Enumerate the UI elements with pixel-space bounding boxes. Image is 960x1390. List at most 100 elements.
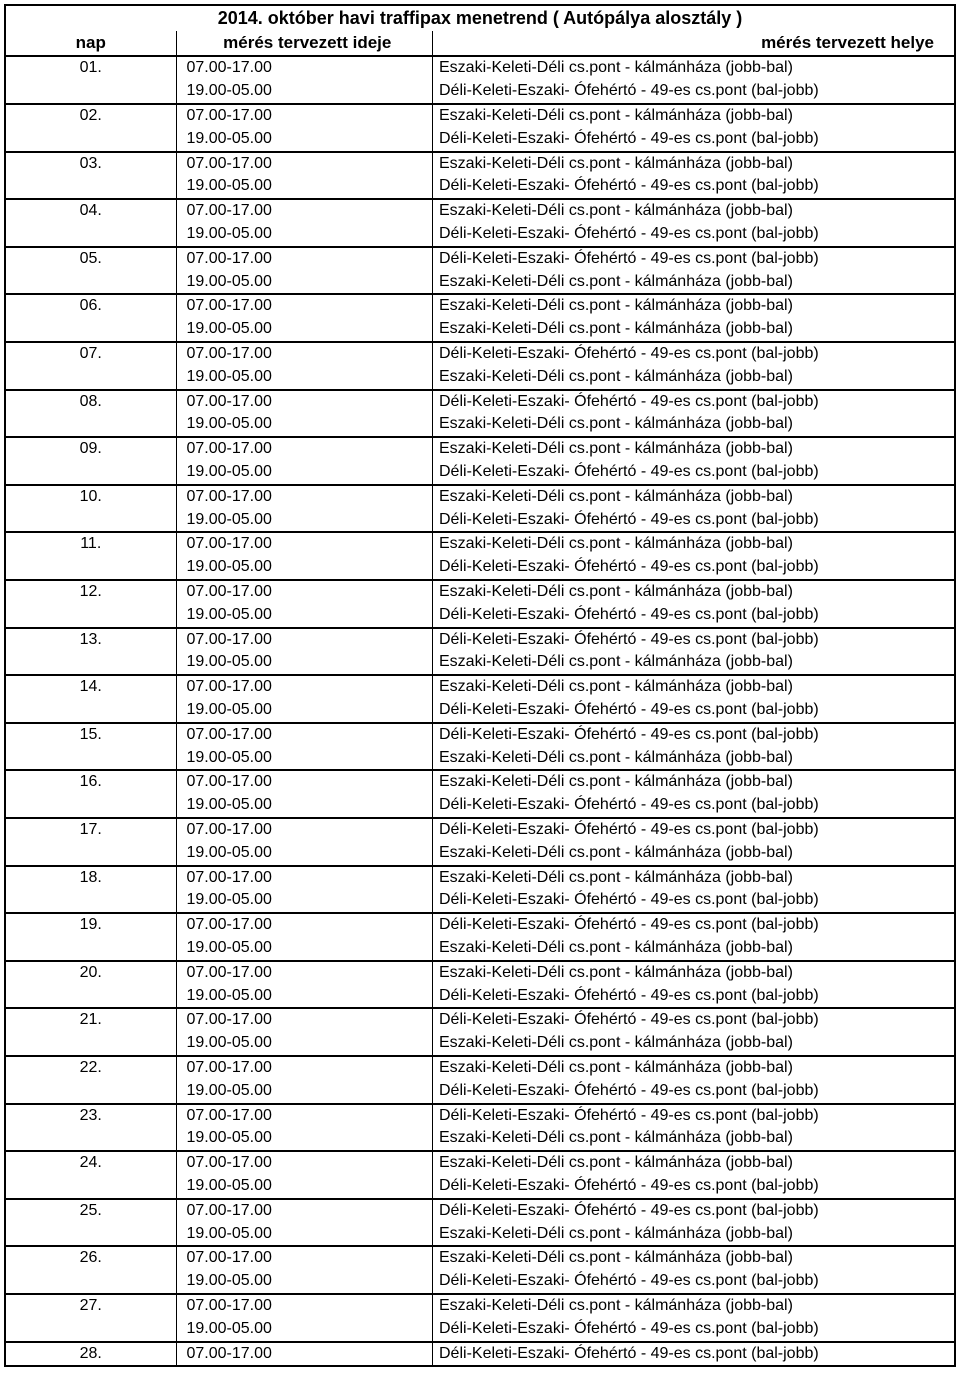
- place-cell: Eszaki-Keleti-Déli cs.pont - kálmánháza …: [433, 437, 956, 461]
- day-cell: [5, 1032, 176, 1056]
- day-cell: 24.: [5, 1151, 176, 1175]
- table-row: 23.07.00-17.00Déli-Keleti-Eszaki- Ófehér…: [5, 1104, 955, 1128]
- place-cell: Déli-Keleti-Eszaki- Ófehértó - 49-es cs.…: [433, 723, 956, 747]
- place-cell: Déli-Keleti-Eszaki- Ófehértó - 49-es cs.…: [433, 818, 956, 842]
- day-cell: [5, 651, 176, 675]
- day-cell: 09.: [5, 437, 176, 461]
- place-cell: Eszaki-Keleti-Déli cs.pont - kálmánháza …: [433, 485, 956, 509]
- day-cell: 06.: [5, 294, 176, 318]
- table-row: 19.00-05.00Déli-Keleti-Eszaki- Ófehértó …: [5, 175, 955, 199]
- day-cell: [5, 175, 176, 199]
- day-cell: 19.: [5, 913, 176, 937]
- table-row: 25.07.00-17.00Déli-Keleti-Eszaki- Ófehér…: [5, 1199, 955, 1223]
- time-cell: 07.00-17.00: [176, 770, 433, 794]
- table-row: 04.07.00-17.00Eszaki-Keleti-Déli cs.pont…: [5, 199, 955, 223]
- table-row: 19.00-05.00Eszaki-Keleti-Déli cs.pont - …: [5, 1032, 955, 1056]
- time-cell: 07.00-17.00: [176, 675, 433, 699]
- place-cell: Déli-Keleti-Eszaki- Ófehértó - 49-es cs.…: [433, 913, 956, 937]
- day-cell: [5, 604, 176, 628]
- place-cell: Déli-Keleti-Eszaki- Ófehértó - 49-es cs.…: [433, 1270, 956, 1294]
- schedule-table: 2014. október havi traffipax menetrend (…: [4, 4, 956, 1367]
- place-cell: Eszaki-Keleti-Déli cs.pont - kálmánháza …: [433, 675, 956, 699]
- time-cell: 07.00-17.00: [176, 56, 433, 80]
- day-cell: 26.: [5, 1246, 176, 1270]
- table-row: 19.00-05.00Déli-Keleti-Eszaki- Ófehértó …: [5, 1080, 955, 1104]
- day-cell: 18.: [5, 866, 176, 890]
- time-cell: 19.00-05.00: [176, 461, 433, 485]
- place-cell: Déli-Keleti-Eszaki- Ófehértó - 49-es cs.…: [433, 342, 956, 366]
- place-cell: Déli-Keleti-Eszaki- Ófehértó - 49-es cs.…: [433, 509, 956, 533]
- place-cell: Déli-Keleti-Eszaki- Ófehértó - 49-es cs.…: [433, 604, 956, 628]
- day-cell: [5, 366, 176, 390]
- day-cell: [5, 1270, 176, 1294]
- day-cell: 12.: [5, 580, 176, 604]
- time-cell: 19.00-05.00: [176, 1080, 433, 1104]
- place-cell: Déli-Keleti-Eszaki- Ófehértó - 49-es cs.…: [433, 461, 956, 485]
- table-row: 01.07.00-17.00Eszaki-Keleti-Déli cs.pont…: [5, 56, 955, 80]
- time-cell: 19.00-05.00: [176, 223, 433, 247]
- table-row: 07.07.00-17.00Déli-Keleti-Eszaki- Ófehér…: [5, 342, 955, 366]
- day-cell: 08.: [5, 390, 176, 414]
- day-cell: [5, 985, 176, 1009]
- place-cell: Déli-Keleti-Eszaki- Ófehértó - 49-es cs.…: [433, 985, 956, 1009]
- place-cell: Eszaki-Keleti-Déli cs.pont - kálmánháza …: [433, 842, 956, 866]
- time-cell: 19.00-05.00: [176, 794, 433, 818]
- table-row: 19.00-05.00Déli-Keleti-Eszaki- Ófehértó …: [5, 1175, 955, 1199]
- time-cell: 19.00-05.00: [176, 747, 433, 771]
- table-row: 06.07.00-17.00Eszaki-Keleti-Déli cs.pont…: [5, 294, 955, 318]
- day-cell: [5, 1223, 176, 1247]
- table-row: 09.07.00-17.00Eszaki-Keleti-Déli cs.pont…: [5, 437, 955, 461]
- time-cell: 19.00-05.00: [176, 318, 433, 342]
- table-row: 21.07.00-17.00Déli-Keleti-Eszaki- Ófehér…: [5, 1008, 955, 1032]
- day-cell: 21.: [5, 1008, 176, 1032]
- time-cell: 19.00-05.00: [176, 175, 433, 199]
- table-row: 19.00-05.00Déli-Keleti-Eszaki- Ófehértó …: [5, 461, 955, 485]
- table-row: 19.00-05.00Déli-Keleti-Eszaki- Ófehértó …: [5, 1318, 955, 1342]
- day-cell: 11.: [5, 532, 176, 556]
- time-cell: 19.00-05.00: [176, 80, 433, 104]
- time-cell: 19.00-05.00: [176, 1270, 433, 1294]
- place-cell: Déli-Keleti-Eszaki- Ófehértó - 49-es cs.…: [433, 223, 956, 247]
- table-row: 03.07.00-17.00Eszaki-Keleti-Déli cs.pont…: [5, 152, 955, 176]
- place-cell: Eszaki-Keleti-Déli cs.pont - kálmánháza …: [433, 651, 956, 675]
- place-cell: Eszaki-Keleti-Déli cs.pont - kálmánháza …: [433, 104, 956, 128]
- table-row: 19.00-05.00Déli-Keleti-Eszaki- Ófehértó …: [5, 1270, 955, 1294]
- place-cell: Déli-Keleti-Eszaki- Ófehértó - 49-es cs.…: [433, 1342, 956, 1367]
- time-cell: 07.00-17.00: [176, 294, 433, 318]
- time-cell: 07.00-17.00: [176, 913, 433, 937]
- time-cell: 07.00-17.00: [176, 437, 433, 461]
- time-cell: 07.00-17.00: [176, 1294, 433, 1318]
- time-cell: 07.00-17.00: [176, 342, 433, 366]
- day-cell: [5, 80, 176, 104]
- time-cell: 19.00-05.00: [176, 699, 433, 723]
- table-row: 19.00-05.00Déli-Keleti-Eszaki- Ófehértó …: [5, 604, 955, 628]
- time-cell: 07.00-17.00: [176, 1199, 433, 1223]
- day-cell: 25.: [5, 1199, 176, 1223]
- time-cell: 07.00-17.00: [176, 1151, 433, 1175]
- table-row: 26.07.00-17.00Eszaki-Keleti-Déli cs.pont…: [5, 1246, 955, 1270]
- place-cell: Déli-Keleti-Eszaki- Ófehértó - 49-es cs.…: [433, 556, 956, 580]
- table-row: 19.00-05.00Eszaki-Keleti-Déli cs.pont - …: [5, 842, 955, 866]
- time-cell: 07.00-17.00: [176, 532, 433, 556]
- place-cell: Déli-Keleti-Eszaki- Ófehértó - 49-es cs.…: [433, 699, 956, 723]
- time-cell: 07.00-17.00: [176, 1008, 433, 1032]
- day-cell: 10.: [5, 485, 176, 509]
- table-row: 17.07.00-17.00Déli-Keleti-Eszaki- Ófehér…: [5, 818, 955, 842]
- time-cell: 19.00-05.00: [176, 1175, 433, 1199]
- time-cell: 19.00-05.00: [176, 556, 433, 580]
- day-cell: [5, 937, 176, 961]
- time-cell: 19.00-05.00: [176, 889, 433, 913]
- place-cell: Eszaki-Keleti-Déli cs.pont - kálmánháza …: [433, 747, 956, 771]
- table-row: 12.07.00-17.00Eszaki-Keleti-Déli cs.pont…: [5, 580, 955, 604]
- place-cell: Déli-Keleti-Eszaki- Ófehértó - 49-es cs.…: [433, 80, 956, 104]
- time-cell: 07.00-17.00: [176, 485, 433, 509]
- time-cell: 19.00-05.00: [176, 271, 433, 295]
- day-cell: [5, 1127, 176, 1151]
- time-cell: 19.00-05.00: [176, 128, 433, 152]
- time-cell: 07.00-17.00: [176, 199, 433, 223]
- time-cell: 19.00-05.00: [176, 366, 433, 390]
- day-cell: [5, 1175, 176, 1199]
- place-cell: Déli-Keleti-Eszaki- Ófehértó - 49-es cs.…: [433, 794, 956, 818]
- table-row: 19.00-05.00Eszaki-Keleti-Déli cs.pont - …: [5, 747, 955, 771]
- place-cell: Déli-Keleti-Eszaki- Ófehértó - 49-es cs.…: [433, 175, 956, 199]
